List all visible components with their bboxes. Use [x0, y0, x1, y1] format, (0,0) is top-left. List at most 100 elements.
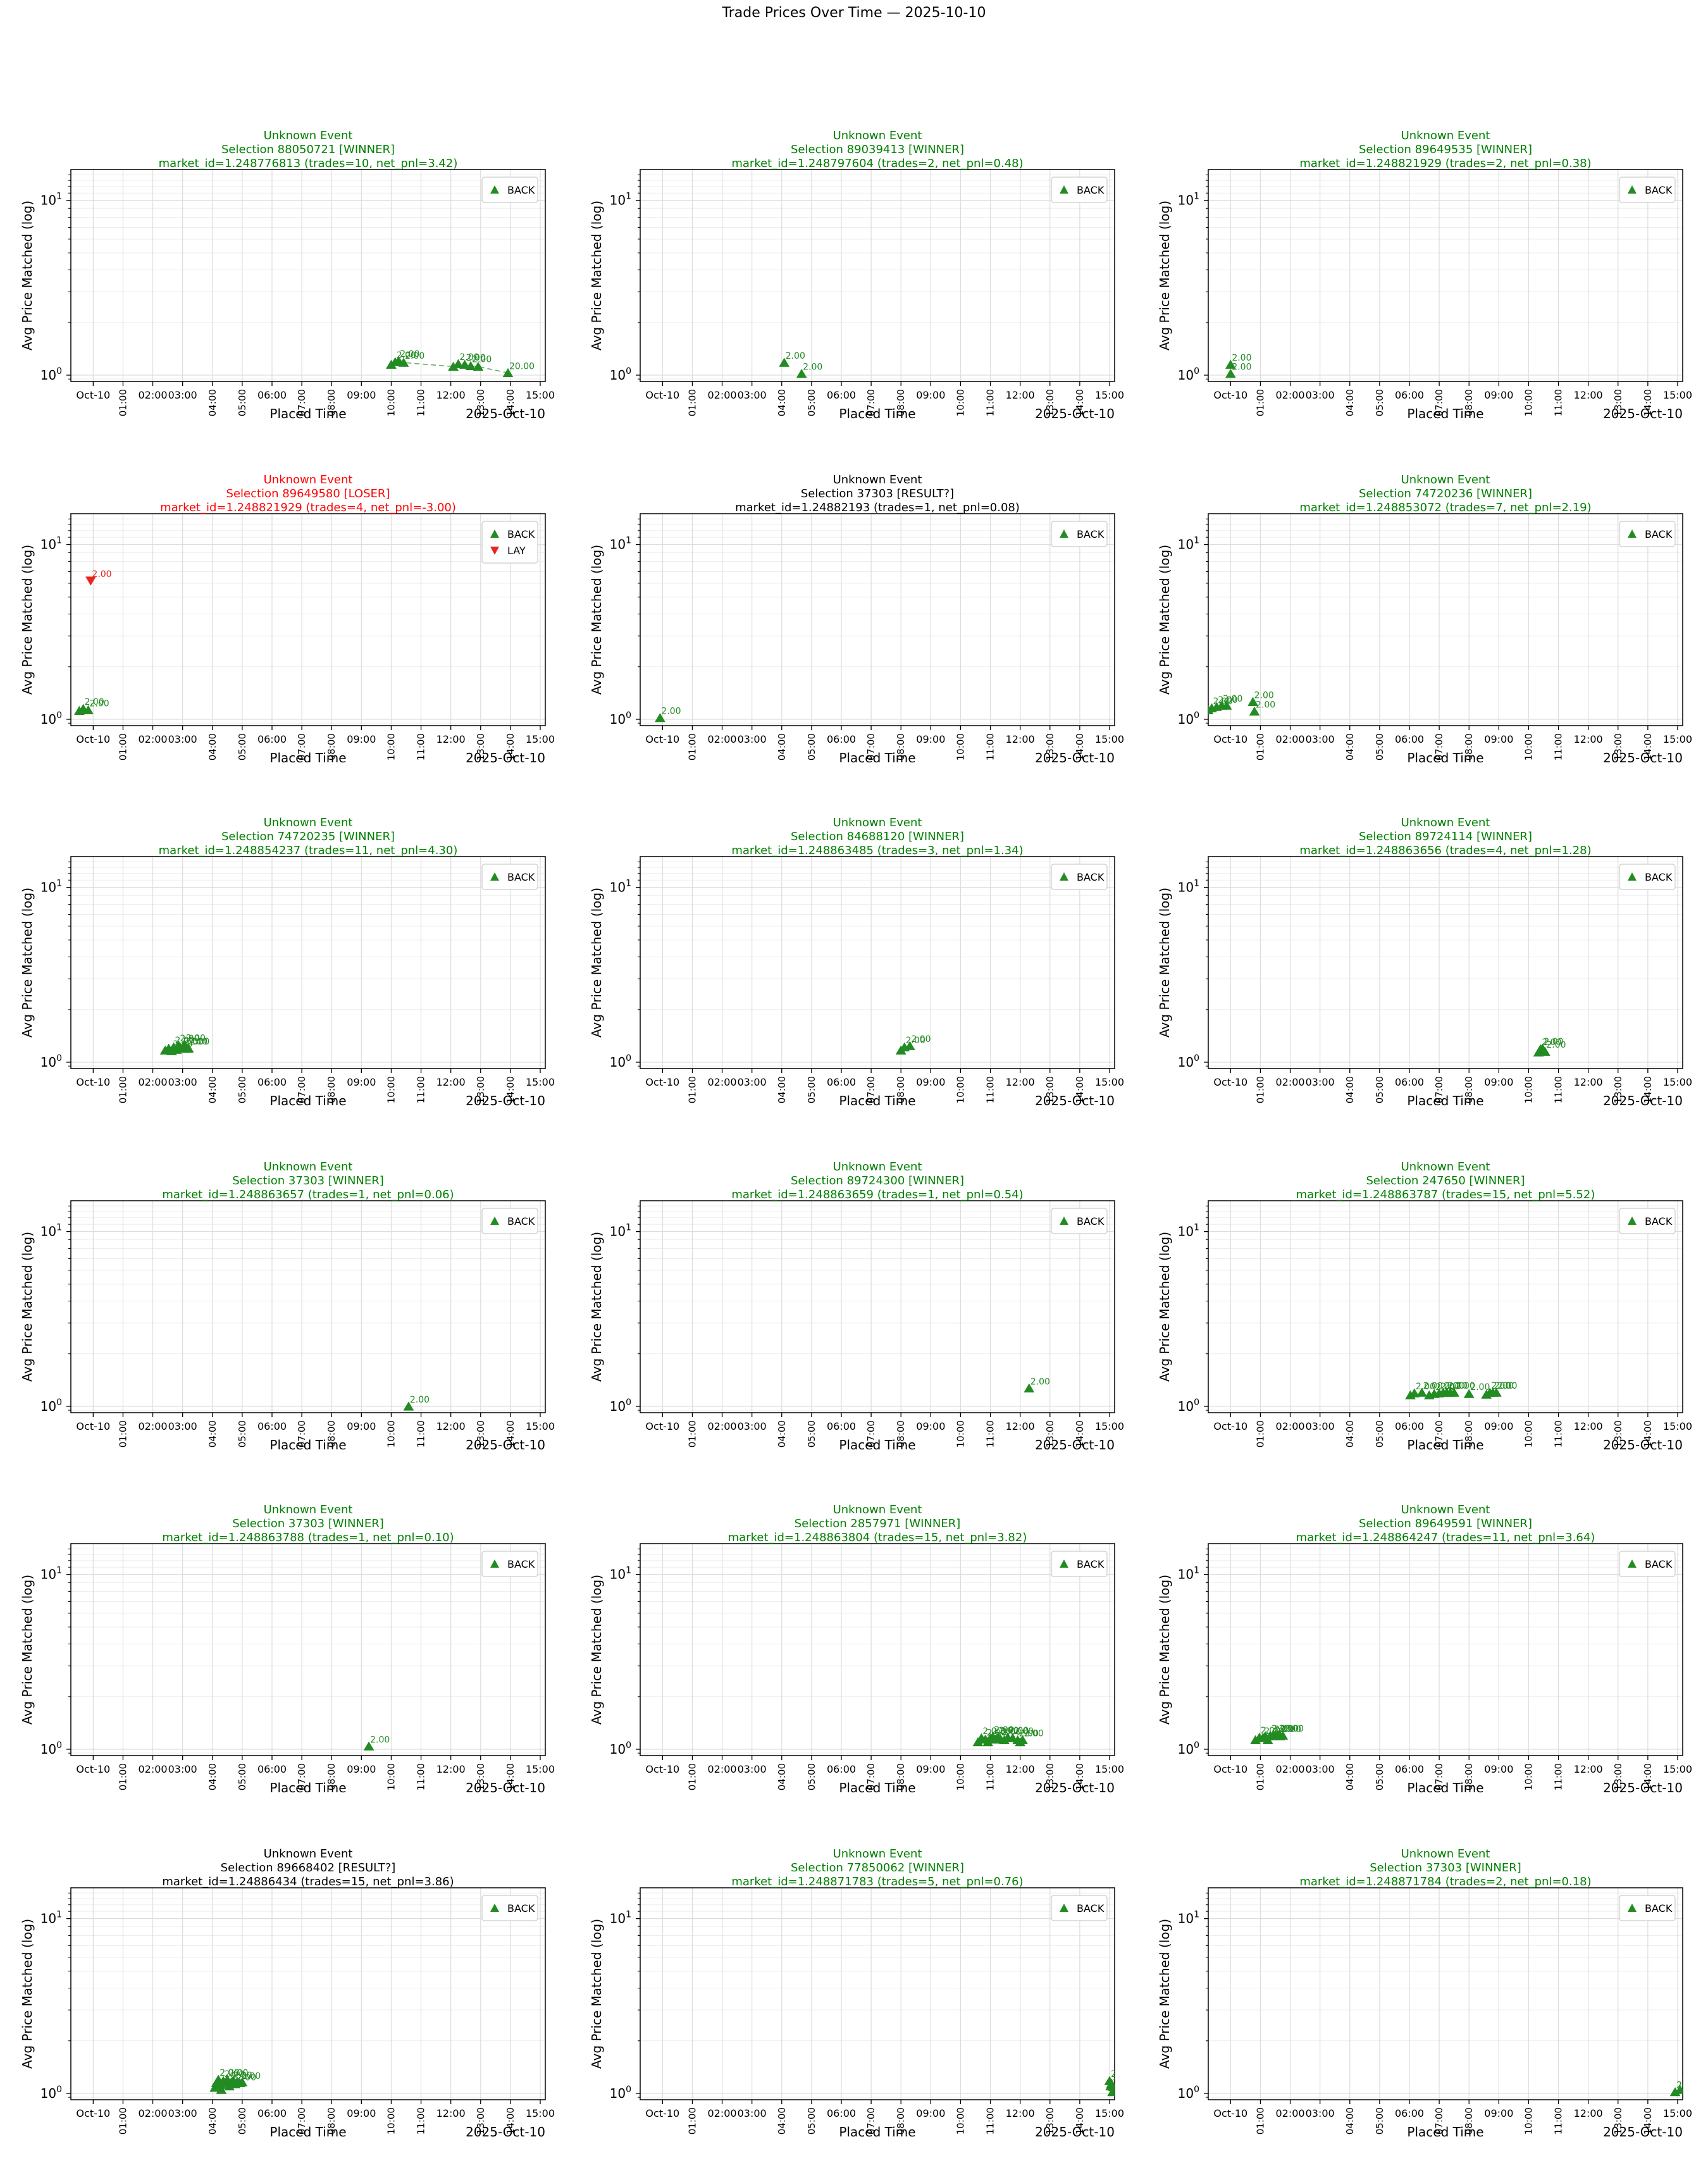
x-tick-label: 15:00 [1663, 1076, 1692, 1088]
x-tick-label: 04:00 [1344, 1763, 1356, 1790]
subplot-title-line: Unknown Event [264, 129, 353, 142]
y-tick-exponent: 1 [626, 1910, 631, 1920]
plot-area: 2.00 2.00 [779, 351, 822, 378]
legend: BACK [481, 864, 538, 890]
legend-label: LAY [507, 545, 526, 557]
back-marker [216, 2085, 227, 2094]
x-tick-label: 04:00 [207, 1076, 218, 1103]
x-tick-label: 07:00 [865, 733, 877, 760]
x-tick-label: 02:00 [707, 1076, 736, 1088]
data-label: 2.00 [1009, 1726, 1029, 1736]
x-tick-label: 09:00 [916, 2107, 945, 2119]
back-marker [363, 1741, 374, 1751]
x-tick-label: 08:00 [1463, 2107, 1475, 2135]
x-tick-label: 05:00 [237, 733, 248, 760]
legend-box [1051, 177, 1108, 203]
legend-label: BACK [507, 1558, 535, 1570]
data-label: 2.00 [220, 2068, 239, 2078]
x-tick-label: 14:00 [505, 389, 516, 416]
x-tick-label: 02:00 [707, 733, 736, 745]
x-tick-label: 01:00 [686, 389, 698, 416]
legend: BACK [1051, 864, 1108, 890]
x-tick-label: 01:00 [117, 733, 128, 760]
x-tick-label: 11:00 [1553, 2107, 1564, 2135]
data-label: 2.00 [1456, 1381, 1475, 1391]
back-marker [1539, 1046, 1550, 1056]
plot-area: 2.002.002.00 [73, 569, 112, 716]
x-tick-label: 14:00 [1074, 389, 1086, 416]
plot-area: 2.002.002.00 2.002.00 [1208, 690, 1275, 716]
axes-frame [640, 169, 1115, 382]
subplot: 100 101 Oct-10 01:00 02:00 03:00 04:00 05:00 06:… [1157, 1847, 1692, 2140]
legend-box [481, 1208, 538, 1234]
x-tick-label: 09:00 [916, 1763, 945, 1775]
x-tick-label: 04:00 [1344, 389, 1356, 416]
subplot-title-line: Unknown Event [264, 1847, 353, 1861]
back-marker [1247, 697, 1259, 706]
y-tick-label: 101 [40, 1223, 62, 1239]
x-tick-label: 03:00 [168, 1420, 197, 1432]
subplot-title-line: Selection 37303 [RESULT?] [801, 487, 954, 500]
x-tick-label: Oct-10 [76, 389, 110, 401]
x-tick-label: 07:00 [865, 1763, 877, 1790]
x-tick-label: 06:00 [827, 2107, 856, 2119]
subplot-title-line: Unknown Event [264, 1160, 353, 1174]
axes-frame [640, 856, 1115, 1069]
y-tick-exponent: 0 [56, 710, 62, 721]
axes-frame [1208, 169, 1683, 382]
data-label: 2.00 [186, 1033, 206, 1043]
x-tick-label: 07:00 [865, 1076, 877, 1103]
x-axis-label: Placed Time [839, 750, 915, 765]
legend-back-marker [1628, 1904, 1637, 1912]
subplot: 100 101 Oct-10 01:00 02:00 03:00 04:00 05:00 06:… [589, 1847, 1124, 2140]
y-tick-label: 101 [1178, 192, 1199, 208]
subplot-title-line: Selection 89039413 [WINNER] [791, 143, 964, 156]
x-tick-label: 04:00 [776, 1420, 788, 1447]
x-tick-label: 03:00 [168, 1076, 197, 1088]
back-marker [654, 712, 665, 722]
data-label: 2.00 [661, 707, 681, 717]
x-tick-label: 04:00 [776, 389, 788, 416]
y-tick-exponent: 0 [1194, 710, 1199, 721]
subplot-title-line: Unknown Event [1401, 1160, 1490, 1174]
y-tick-exponent: 1 [1194, 192, 1199, 202]
x-tick-label: 01:00 [1254, 733, 1266, 760]
x-tick-label: 15:00 [1095, 389, 1124, 401]
x-tick-label: 13:00 [1044, 2107, 1056, 2135]
y-axis-label: Avg Price Matched (log) [589, 1232, 604, 1382]
x-tick-label: 10:00 [955, 389, 966, 416]
x-tick-label: 01:00 [117, 2107, 128, 2135]
date-offset-label: 2025-Oct-10 [1603, 750, 1683, 765]
y-tick-exponent: 0 [1194, 366, 1199, 376]
x-tick-label: 11:00 [985, 1763, 996, 1790]
legend-label: BACK [1077, 1902, 1105, 1914]
y-tick-label: 101 [40, 192, 62, 208]
y-tick-label: 100 [40, 366, 62, 383]
y-tick-label: 101 [610, 879, 631, 895]
x-axis-label: Placed Time [1407, 406, 1483, 421]
x-tick-label: 10:00 [955, 733, 966, 760]
data-label: 2.00 [1282, 1725, 1301, 1735]
subplot: 100 101 Oct-10 01:00 02:00 03:00 04:00 05:00 06:… [589, 473, 1124, 765]
subplot: 100 101 Oct-10 01:00 02:00 03:00 04:00 05:00 06:… [20, 1503, 555, 1795]
legend-label: BACK [507, 1902, 535, 1914]
subplot-title-line: market_id=1.248854237 (trades=11, net_pn… [159, 844, 458, 857]
x-tick-label: 03:00 [1306, 1420, 1335, 1432]
x-tick-label: 01:00 [686, 2107, 698, 2135]
data-label: 2.00 [999, 1726, 1018, 1736]
y-tick-exponent: 0 [626, 366, 631, 376]
data-label: 2.00 [370, 1735, 390, 1745]
data-label: 2.00 [1030, 1377, 1050, 1387]
x-tick-label: 09:00 [1484, 2107, 1513, 2119]
data-label: 2.00 [803, 363, 822, 373]
x-tick-label: 08:00 [1463, 733, 1475, 760]
x-axis-label: Placed Time [839, 1093, 915, 1108]
legend-label: BACK [1077, 528, 1105, 540]
x-tick-label: 02:00 [138, 733, 167, 745]
y-axis-label: Avg Price Matched (log) [589, 201, 604, 350]
x-tick-label: Oct-10 [645, 1076, 679, 1088]
date-offset-label: 2025-Oct-10 [1603, 1780, 1683, 1795]
x-tick-label: 13:00 [1612, 389, 1624, 416]
x-tick-label: 10:00 [385, 733, 397, 760]
y-tick-exponent: 0 [56, 366, 62, 376]
